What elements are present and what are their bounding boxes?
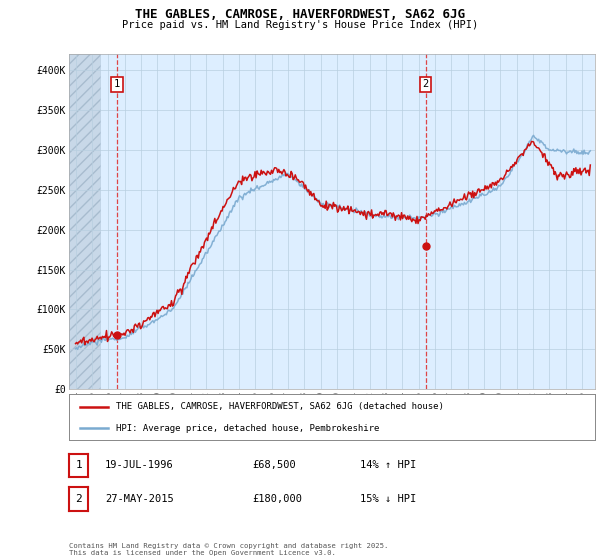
Text: Contains HM Land Registry data © Crown copyright and database right 2025.
This d: Contains HM Land Registry data © Crown c… [69, 543, 388, 556]
Bar [69, 54, 100, 389]
Text: HPI: Average price, detached house, Pembrokeshire: HPI: Average price, detached house, Pemb… [116, 423, 380, 433]
Text: 2: 2 [75, 494, 82, 504]
Text: 19-JUL-1996: 19-JUL-1996 [105, 460, 174, 470]
Text: £68,500: £68,500 [252, 460, 296, 470]
Text: £180,000: £180,000 [252, 494, 302, 504]
Text: THE GABLES, CAMROSE, HAVERFORDWEST, SA62 6JG (detached house): THE GABLES, CAMROSE, HAVERFORDWEST, SA62… [116, 402, 444, 411]
Text: 2: 2 [422, 80, 428, 90]
Text: THE GABLES, CAMROSE, HAVERFORDWEST, SA62 6JG: THE GABLES, CAMROSE, HAVERFORDWEST, SA62… [135, 8, 465, 21]
Text: 1: 1 [114, 80, 121, 90]
Text: Price paid vs. HM Land Registry's House Price Index (HPI): Price paid vs. HM Land Registry's House … [122, 20, 478, 30]
Text: 15% ↓ HPI: 15% ↓ HPI [360, 494, 416, 504]
Bar [69, 54, 100, 389]
Text: 27-MAY-2015: 27-MAY-2015 [105, 494, 174, 504]
Text: 1: 1 [75, 460, 82, 470]
Text: 14% ↑ HPI: 14% ↑ HPI [360, 460, 416, 470]
